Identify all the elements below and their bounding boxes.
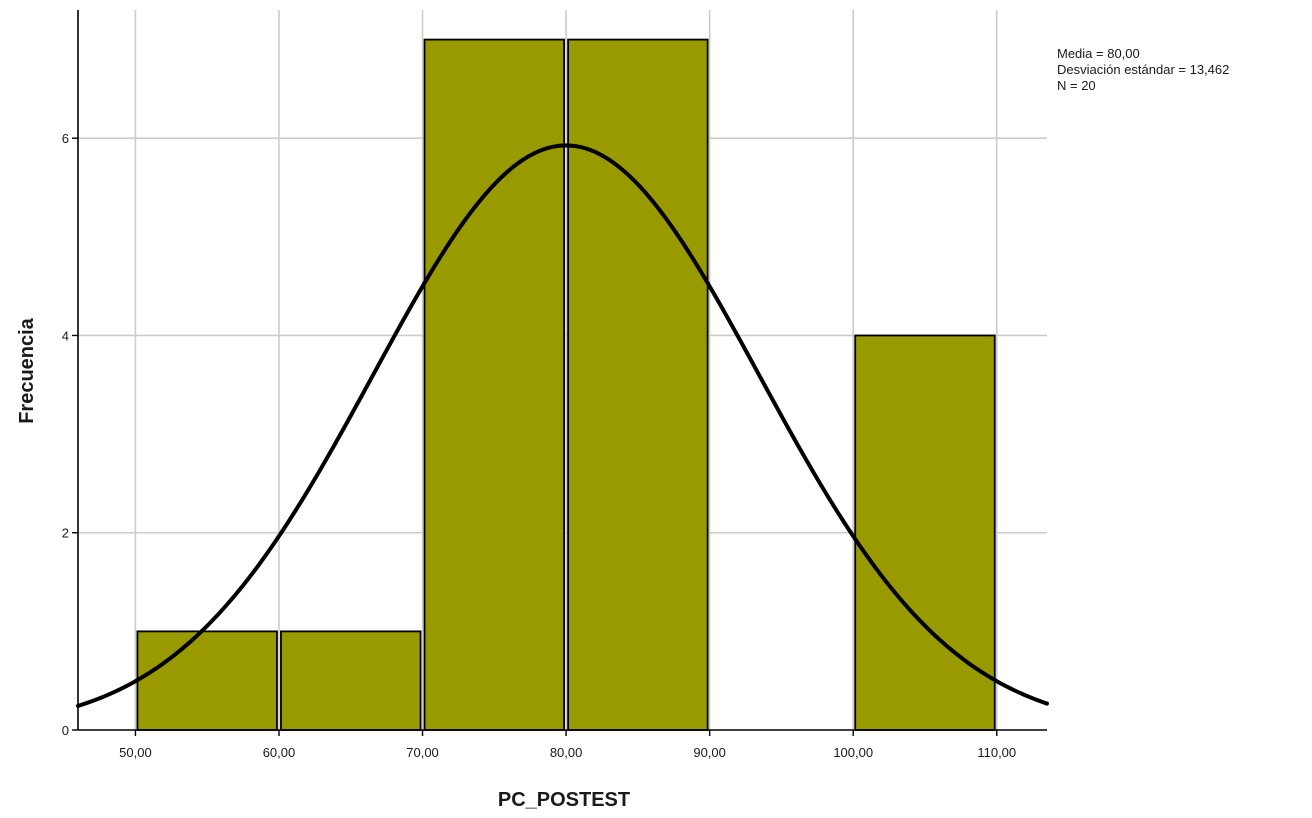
x-tick-label: 50,00 [119, 745, 152, 760]
normal-curve-layer [76, 143, 1049, 708]
y-tick-label: 2 [62, 526, 69, 541]
histogram-bar [567, 38, 709, 731]
stats-n: N = 20 [1057, 78, 1096, 93]
y-tick-label: 6 [62, 131, 69, 146]
x-tick-label: 100,00 [833, 745, 873, 760]
x-axis-title: PC_POSTEST [498, 789, 630, 811]
stats-std-dev: Desviación estándar = 13,462 [1057, 62, 1229, 77]
x-tick-label: 70,00 [406, 745, 439, 760]
histogram-bar [423, 38, 565, 731]
histogram-bar [854, 334, 996, 731]
x-tick-label: 80,00 [550, 745, 583, 760]
stats-box: Media = 80,00 Desviación estándar = 13,4… [1057, 46, 1229, 93]
y-tick-label: 0 [62, 723, 69, 738]
x-tick-label: 90,00 [693, 745, 726, 760]
y-axis-title: Frecuencia [16, 317, 38, 423]
histogram-bar [136, 630, 278, 731]
axes [72, 10, 1047, 736]
normal-curve [76, 143, 1049, 708]
stats-mean: Media = 80,00 [1057, 46, 1140, 61]
y-tick-label: 4 [62, 328, 69, 343]
histogram-bar [280, 630, 422, 731]
x-tick-label: 110,00 [977, 745, 1016, 760]
x-tick-label: 60,00 [263, 745, 296, 760]
tick-labels: 50,00 60,00 70,00 80,00 90,00 100,00 110,00 0 2 4… [62, 131, 1016, 760]
